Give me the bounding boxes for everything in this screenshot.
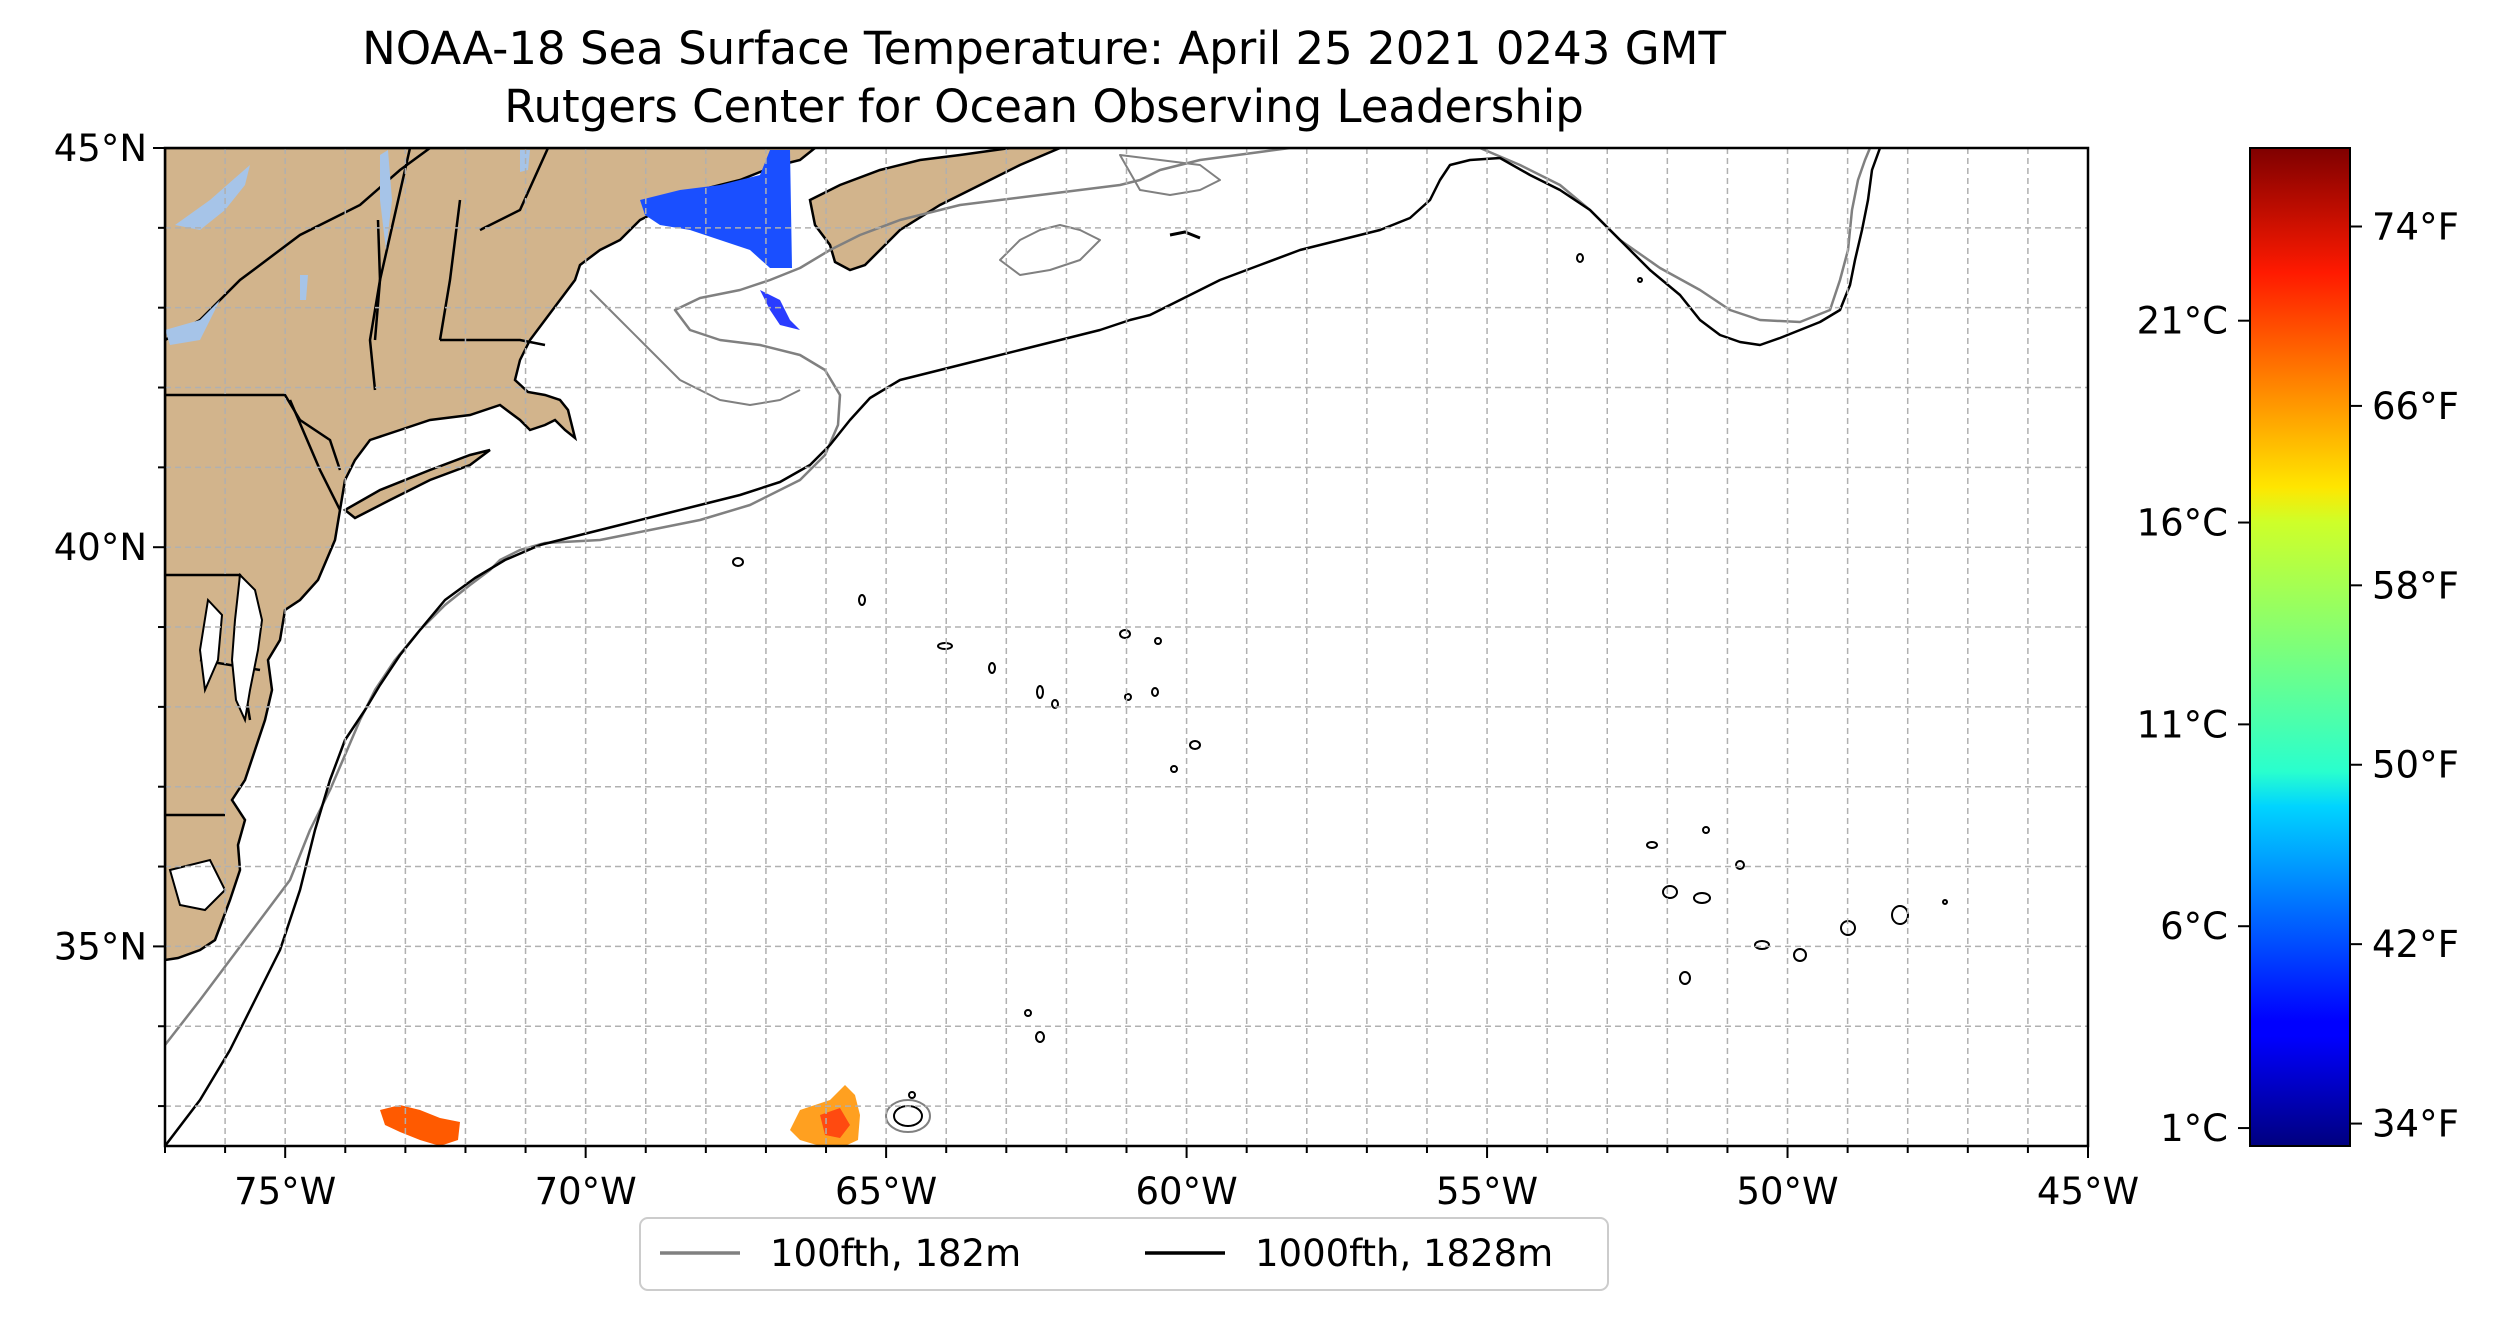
land-nova-scotia: [808, 148, 1061, 272]
sst-patches: [380, 150, 860, 1146]
sst-patch-southwest: [380, 1105, 460, 1146]
longitude-label: 55°W: [1436, 1170, 1538, 1213]
longitude-label: 60°W: [1136, 1170, 1238, 1213]
colorbar-fahrenheit-label: 74°F: [2372, 205, 2459, 248]
sst-patch-south-central-hot: [820, 1108, 850, 1138]
colorbar-fahrenheit-label: 34°F: [2372, 1103, 2459, 1146]
longitude-label: 75°W: [234, 1170, 336, 1213]
bays: [168, 572, 264, 912]
gridlines: [165, 148, 2088, 1146]
colorbar-fahrenheit-label: 66°F: [2372, 385, 2459, 428]
longitude-label: 45°W: [2037, 1170, 2139, 1213]
sst-patch-gulf-of-maine: [640, 150, 792, 268]
map-title: NOAA-18 Sea Surface Temperature: April 2…: [362, 22, 1726, 75]
colorbar-celsius-label: 16°C: [2137, 502, 2228, 545]
colorbar-fahrenheit-label: 50°F: [2372, 744, 2459, 787]
longitude-labels: 75°W 70°W 65°W 60°W 55°W 50°W 45°W: [234, 1170, 2139, 1213]
colorbar-celsius-label: 11°C: [2137, 703, 2228, 746]
latitude-label: 45°N: [54, 127, 147, 170]
colorbar-fahrenheit-ticks: 74°F 66°F 58°F 50°F 42°F 34°F: [2350, 205, 2459, 1146]
colorbar-celsius-label: 1°C: [2160, 1107, 2228, 1150]
bathymetry-contours: [165, 148, 1882, 1146]
sst-patch-coastal: [760, 290, 800, 330]
colorbar-fahrenheit-label: 58°F: [2372, 564, 2459, 607]
colorbar-celsius-label: 21°C: [2137, 300, 2228, 343]
longitude-label: 50°W: [1736, 1170, 1838, 1213]
colorbar-celsius-ticks: 21°C 16°C 11°C 6°C 1°C: [2137, 300, 2250, 1150]
latitude-labels: 45°N 40°N 35°N: [54, 127, 147, 968]
map-subtitle: Rutgers Center for Ocean Observing Leade…: [504, 80, 1584, 133]
seamounts: [732, 253, 1948, 1133]
colorbar-celsius-label: 6°C: [2160, 905, 2228, 948]
colorbar-fahrenheit-label: 42°F: [2372, 923, 2459, 966]
longitude-label: 65°W: [835, 1170, 937, 1213]
latitude-label: 35°N: [54, 925, 147, 968]
contour-1000fth: [165, 148, 1882, 1146]
legend: 100fth, 182m 1000fth, 1828m: [639, 1217, 1609, 1291]
latitude-label: 40°N: [54, 526, 147, 569]
legend-box: [639, 1217, 1609, 1291]
axis-ticks: [153, 147, 2089, 1158]
colorbar: [2249, 147, 2351, 1147]
longitude-label: 70°W: [535, 1170, 637, 1213]
legend-label-100fth: 100fth, 182m: [770, 1232, 1021, 1275]
legend-label-1000fth: 1000fth, 1828m: [1255, 1232, 1553, 1275]
inland-water: [165, 150, 530, 345]
